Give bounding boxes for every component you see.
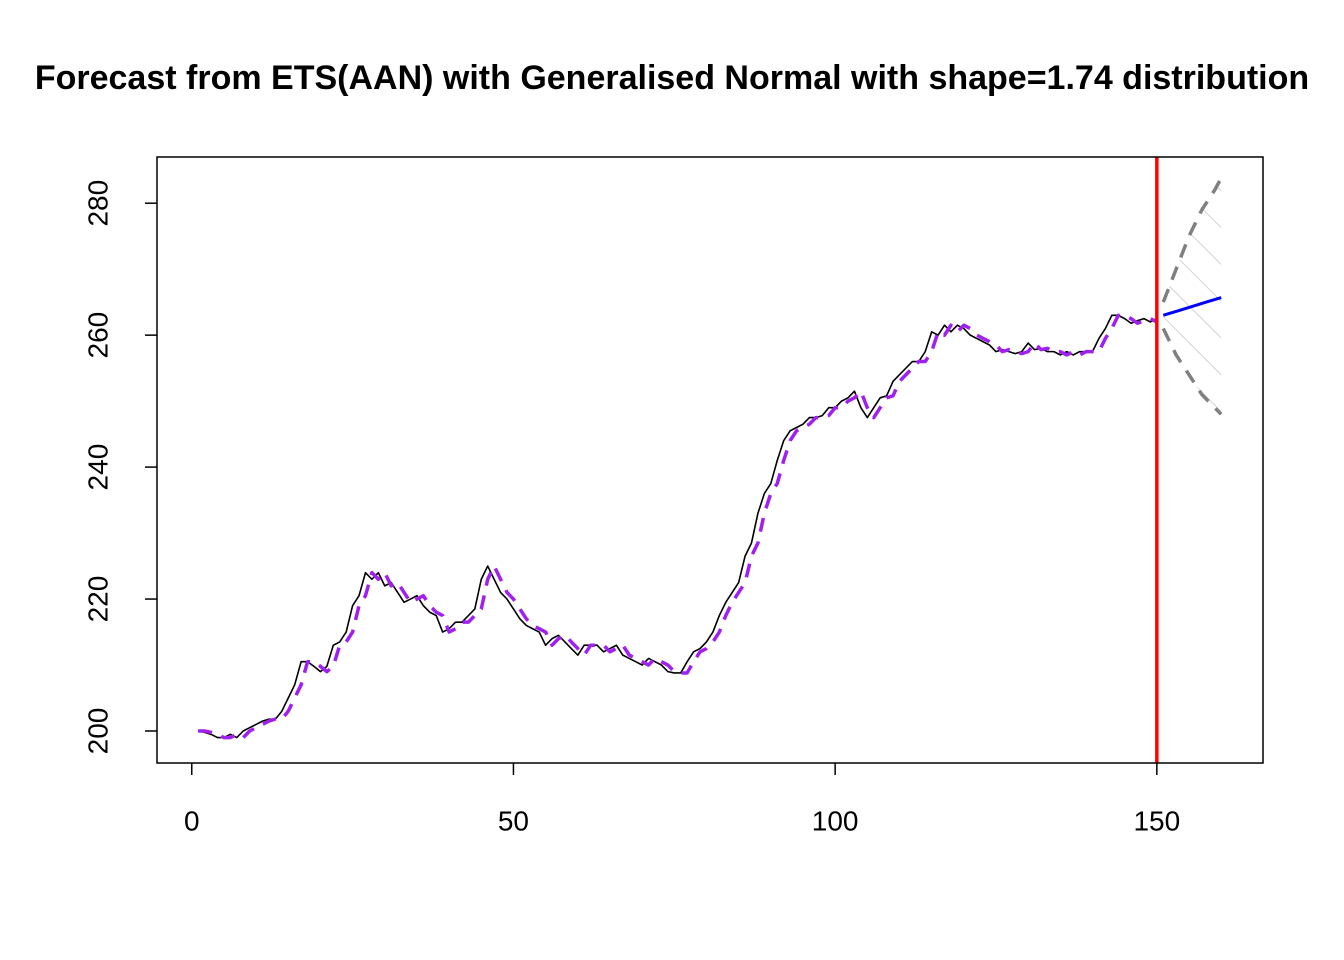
- series-line: [1162, 296, 1222, 317]
- x-tick-label: 50: [498, 805, 529, 836]
- series-line: [1161, 177, 1223, 303]
- chart-title: Forecast from ETS(AAN) with Generalised …: [35, 59, 1309, 97]
- x-tick-label: 0: [184, 805, 200, 836]
- series-line: [198, 314, 1158, 739]
- plot-area: [198, 157, 1223, 763]
- y-tick-label: 200: [82, 708, 113, 755]
- y-tick-label: 240: [82, 444, 113, 491]
- x-tick-label: 150: [1133, 805, 1180, 836]
- plot-frame: [156, 156, 1264, 764]
- x-tick-label: 100: [812, 805, 859, 836]
- y-tick-label: 220: [82, 576, 113, 623]
- series-line: [198, 313, 1158, 740]
- y-tick-label: 260: [82, 312, 113, 359]
- y-tick-label: 280: [82, 180, 113, 227]
- series-line: [1161, 327, 1223, 416]
